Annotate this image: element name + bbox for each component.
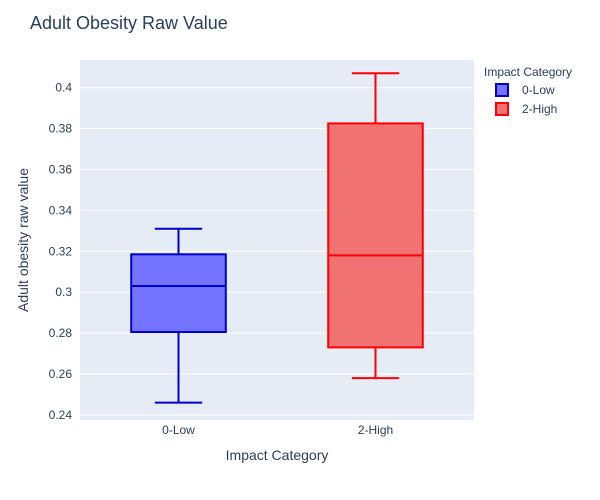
x-axis-title: Impact Category [226,447,329,463]
y-tick-label: 0.4 [55,81,72,95]
x-tick-label: 2-High [358,423,393,437]
chart-title: Adult Obesity Raw Value [30,13,228,33]
iqr-box [130,253,227,334]
y-axis-title: Adult obesity raw value [15,168,31,312]
x-tick-labels: 0-Low 2-High [162,423,393,437]
y-tick-label: 0.36 [49,162,73,176]
box-2-High [327,72,424,380]
y-tick-label: 0.24 [49,408,73,422]
legend-item: 0-Low [495,83,555,97]
legend-label: 0-Low [522,83,555,97]
x-tick-label: 0-Low [162,423,195,437]
y-tick-label: 0.38 [49,122,73,136]
boxes [130,72,424,404]
legend-title: Impact Category [484,65,572,79]
legend-swatch [495,102,509,116]
box-0-Low [130,227,227,404]
legend-item: 2-High [495,102,557,116]
y-tick-label: 0.34 [49,203,73,217]
legend-label: 2-High [522,102,557,116]
legend: Impact Category 0-Low 2-High [484,65,572,116]
y-tick-label: 0.28 [49,326,73,340]
y-tick-label: 0.32 [49,244,73,258]
y-tick-label: 0.26 [49,367,73,381]
iqr-box [327,122,424,349]
legend-swatch [495,83,509,97]
y-tick-label: 0.3 [55,285,72,299]
y-tick-labels: 0.24 0.26 0.28 0.3 0.32 0.34 0.36 0.38 0.4 [49,81,73,422]
